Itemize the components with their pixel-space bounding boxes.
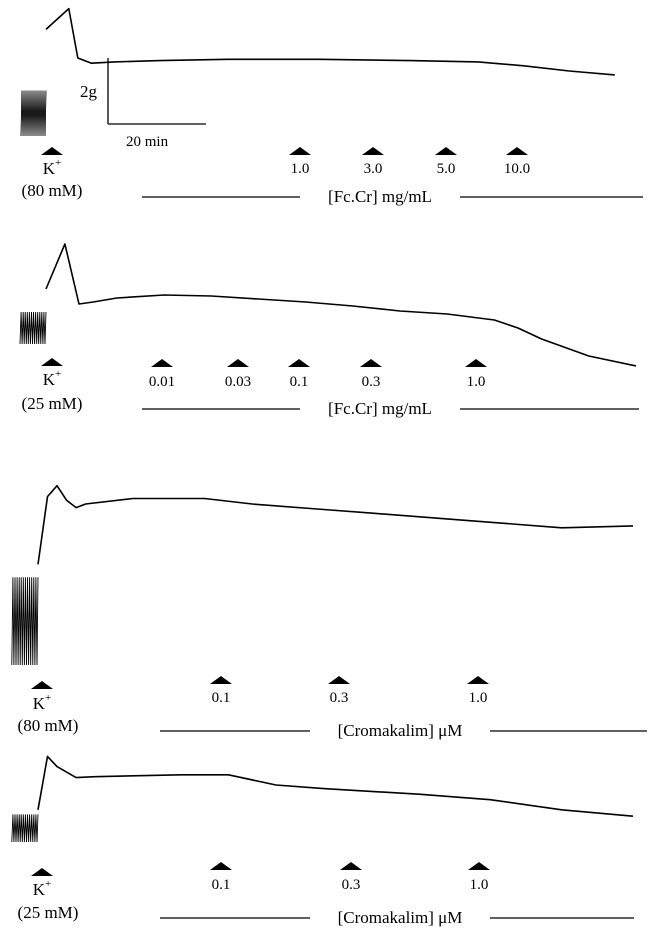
dose-marker — [467, 676, 489, 684]
dose-label: 0.1 — [290, 374, 309, 390]
tension-trace — [45, 243, 637, 367]
scale-bar: 2g 20 min — [80, 58, 206, 150]
k-stimulus-marker — [31, 868, 53, 876]
dose-marker — [468, 862, 490, 870]
panel-fc-cr-80mm: K+ (80 mM) 1.0 3.0 5.0 10.0 [Fc.Cr] mg/m… — [20, 7, 643, 206]
dose-label: 0.1 — [212, 690, 231, 706]
agent-label: [Fc.Cr] mg/mL — [328, 187, 432, 206]
dose-label: 0.1 — [212, 877, 231, 893]
dose-marker — [151, 359, 173, 367]
panel-fc-cr-25mm: K+ (25 mM) 0.01 0.03 0.1 0.3 1.0 [Fc.Cr]… — [19, 243, 639, 418]
dose-label: 1.0 — [470, 877, 489, 893]
dose-label: 0.3 — [342, 877, 361, 893]
tension-trace — [37, 484, 634, 565]
dose-label: 5.0 — [437, 161, 456, 177]
scale-bar-horizontal-label: 20 min — [126, 134, 169, 150]
k-concentration-label: (80 mM) — [22, 181, 83, 200]
k-stimulus-marker — [41, 358, 63, 366]
k-stimulus-marker — [31, 681, 53, 689]
dose-marker — [362, 147, 384, 155]
k-stimulus-label: K+ — [43, 157, 62, 178]
noise-segment — [11, 814, 39, 843]
noise-segment — [11, 577, 39, 666]
dose-marker — [289, 147, 311, 155]
dose-label: 0.3 — [362, 374, 381, 390]
dose-marker — [288, 359, 310, 367]
dose-marker — [210, 676, 232, 684]
panel-cromakalim-25mm: K+ (25 mM) 0.1 0.3 1.0 [Cromakalim] μM — [11, 755, 634, 927]
dose-marker — [227, 359, 249, 367]
k-stimulus-label: K+ — [33, 692, 52, 713]
k-stimulus-label: K+ — [33, 878, 52, 899]
dose-label: 1.0 — [469, 690, 488, 706]
dose-marker — [210, 862, 232, 870]
agent-label: [Cromakalim] μM — [338, 721, 463, 740]
agent-label: [Cromakalim] μM — [338, 908, 463, 927]
dose-label: 10.0 — [504, 161, 530, 177]
tension-trace — [45, 7, 615, 76]
k-concentration-label: (80 mM) — [18, 716, 79, 735]
noise-segment — [19, 311, 47, 345]
panel-cromakalim-80mm: K+ (80 mM) 0.1 0.3 1.0 [Cromakalim] μM — [11, 484, 647, 740]
noise-segment — [20, 90, 47, 137]
dose-label: 1.0 — [467, 374, 486, 390]
dose-label: 0.01 — [149, 374, 175, 390]
dose-marker — [465, 359, 487, 367]
dose-label: 1.0 — [291, 161, 310, 177]
k-concentration-label: (25 mM) — [22, 394, 83, 413]
tension-trace — [37, 755, 634, 817]
k-stimulus-marker — [41, 147, 63, 155]
scale-bar-vertical-label: 2g — [80, 82, 98, 101]
dose-label: 0.3 — [330, 690, 349, 706]
dose-label: 0.03 — [225, 374, 251, 390]
dose-marker — [360, 359, 382, 367]
dose-marker — [435, 147, 457, 155]
agent-label: [Fc.Cr] mg/mL — [328, 399, 432, 418]
k-stimulus-label: K+ — [43, 368, 62, 389]
dose-marker — [340, 862, 362, 870]
dose-label: 3.0 — [364, 161, 383, 177]
k-concentration-label: (25 mM) — [18, 903, 79, 922]
dose-marker — [328, 676, 350, 684]
dose-marker — [506, 147, 528, 155]
